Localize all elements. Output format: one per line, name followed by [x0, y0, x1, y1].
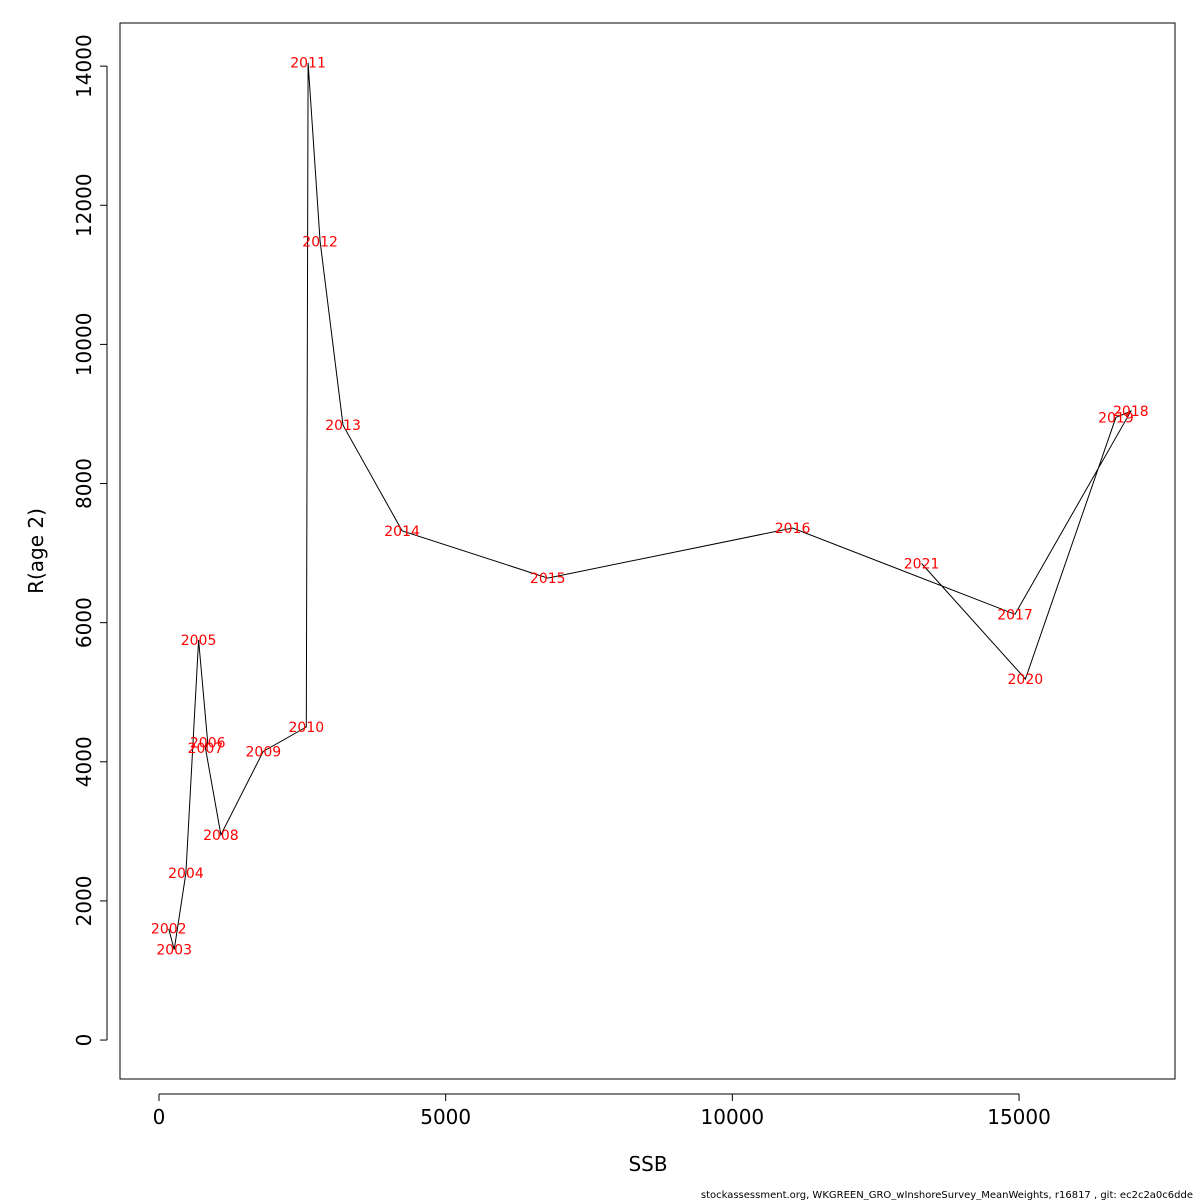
point-label-2010: 2010 [289, 720, 325, 736]
point-label-2020: 2020 [1008, 672, 1044, 688]
point-label-2021: 2021 [904, 557, 940, 573]
y-axis: 0 2000 4000 6000 8000 10000 12000 14000 [72, 34, 108, 1047]
point-label-2003: 2003 [156, 943, 192, 959]
series-line [168, 62, 1133, 950]
x-axis: 0 5000 10000 15000 [153, 1093, 1051, 1129]
x-tick-label: 10000 [701, 1105, 765, 1129]
point-label-2004: 2004 [168, 866, 204, 882]
point-label-2006: 2006 [190, 735, 226, 751]
plot-frame [119, 22, 1176, 1080]
y-tick-label: 4000 [72, 736, 96, 787]
y-tick-label: 2000 [72, 875, 96, 926]
point-label-2014: 2014 [384, 524, 420, 540]
y-axis-title: R(age 2) [24, 508, 48, 594]
point-label-2011: 2011 [290, 56, 326, 72]
point-label-2019: 2019 [1098, 410, 1134, 426]
point-label-2016: 2016 [775, 521, 811, 537]
point-label-2002: 2002 [151, 922, 187, 938]
point-label-2012: 2012 [302, 234, 338, 250]
y-tick-label: 8000 [72, 458, 96, 509]
point-label-2017: 2017 [997, 607, 1033, 623]
footer-credit: stockassessment.org, WKGREEN_GRO_wInshor… [701, 1190, 1193, 1200]
y-tick-label: 12000 [72, 173, 96, 237]
x-tick-label: 5000 [420, 1105, 471, 1129]
y-tick-label: 6000 [72, 597, 96, 648]
point-label-2008: 2008 [203, 828, 239, 844]
x-axis-title: SSB [628, 1152, 667, 1176]
y-tick-label: 10000 [72, 313, 96, 377]
point-label-2005: 2005 [181, 633, 217, 649]
series [168, 62, 1133, 950]
point-label-2015: 2015 [530, 571, 566, 587]
point-label-2009: 2009 [246, 744, 282, 760]
y-tick-label: 0 [72, 1034, 96, 1047]
y-tick-label: 14000 [72, 34, 96, 98]
point-label-2007: 2007 [188, 741, 224, 757]
point-label-2013: 2013 [325, 418, 361, 434]
x-tick-label: 0 [153, 1105, 166, 1129]
point-label-2018: 2018 [1113, 404, 1149, 420]
x-tick-label: 15000 [987, 1105, 1051, 1129]
